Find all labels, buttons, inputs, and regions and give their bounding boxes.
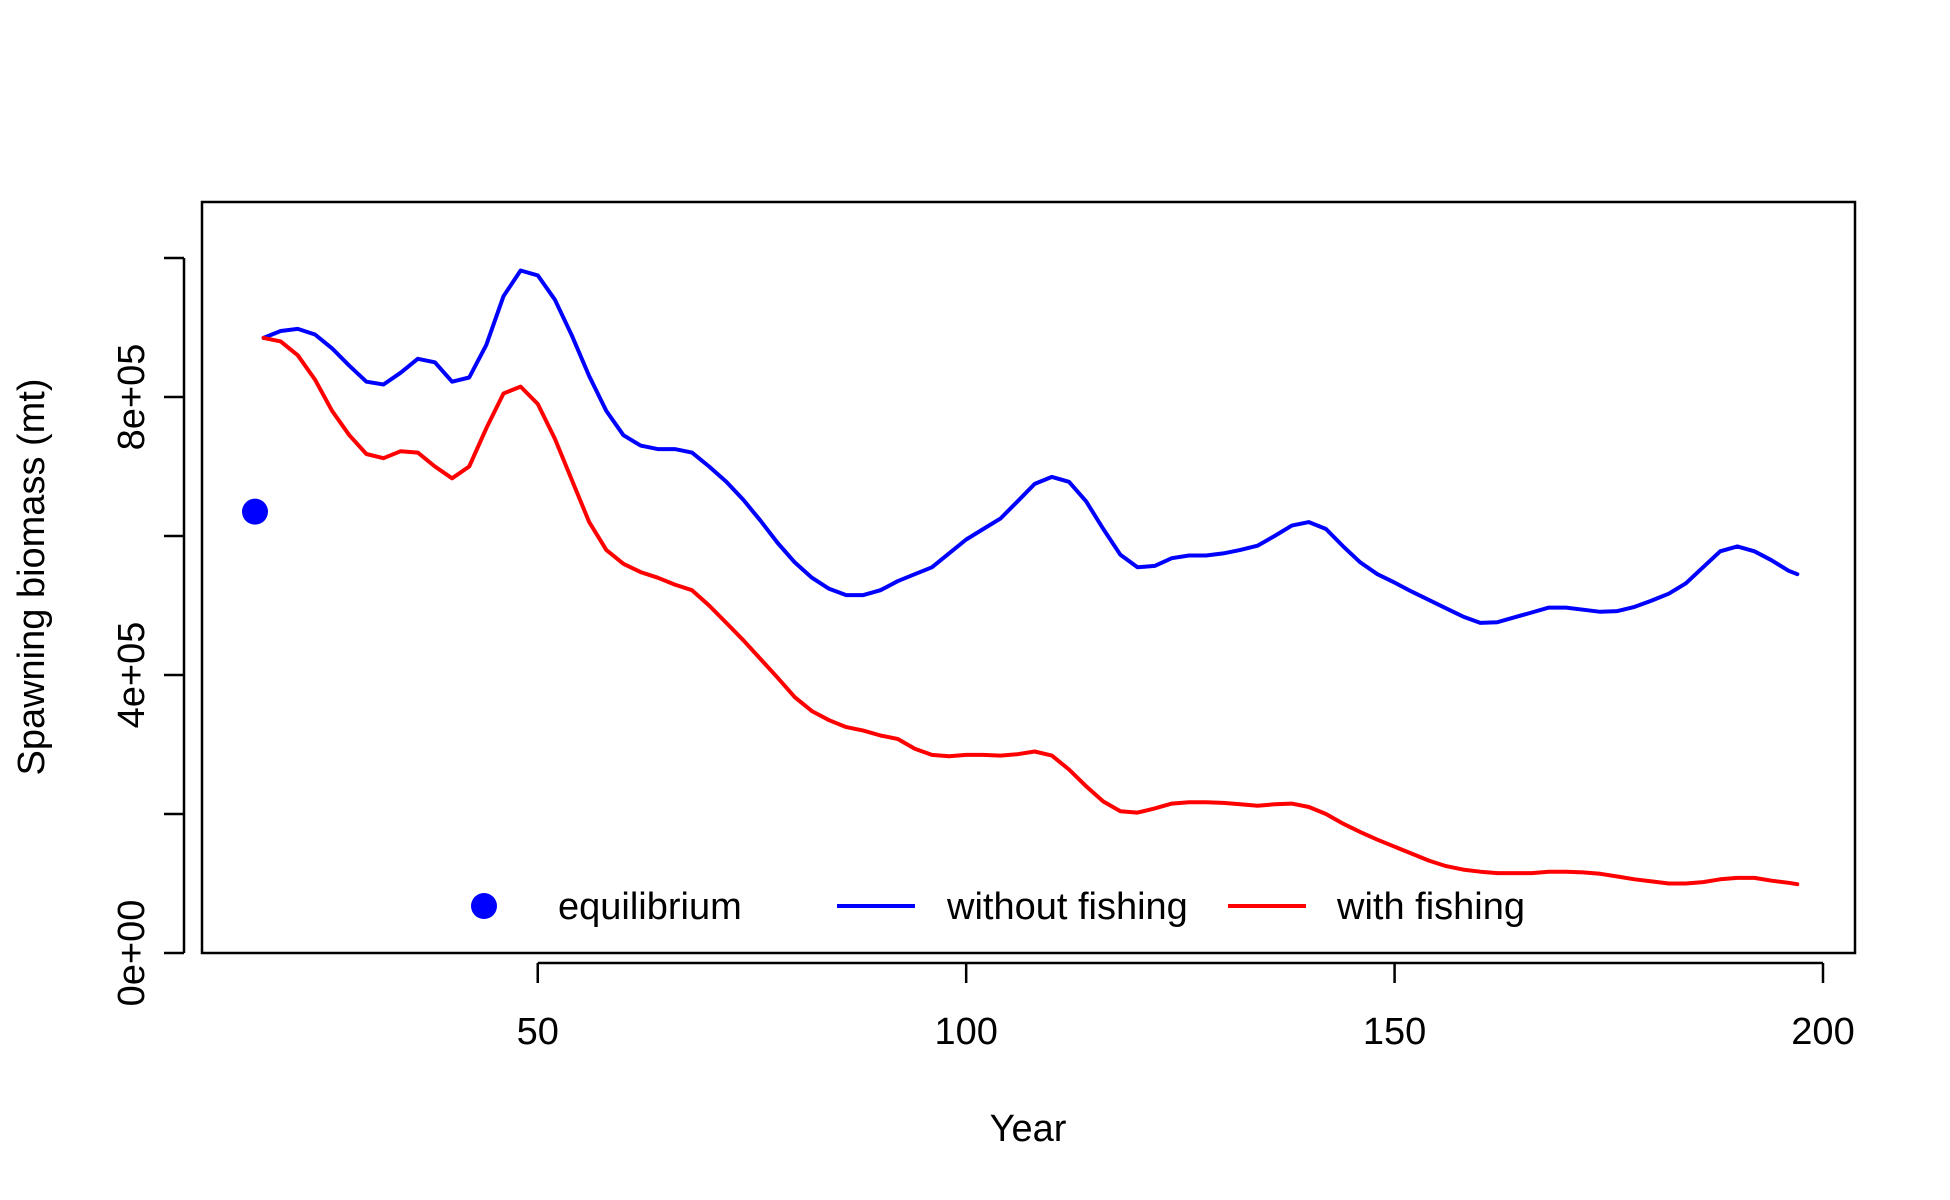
y-tick-label: 0e+00	[111, 900, 153, 1007]
y-axis-title: Spawning biomass (mt)	[11, 378, 53, 775]
y-tick-label: 8e+05	[111, 344, 153, 451]
x-tick-label: 100	[934, 1011, 997, 1053]
x-tick-label: 150	[1363, 1011, 1426, 1053]
legend-label-with-fishing: with fishing	[1336, 886, 1525, 928]
y-tick-label: 4e+05	[111, 622, 153, 729]
legend-label-without-fishing: without fishing	[946, 886, 1188, 928]
y-axis: 0e+00 4e+05 8e+05	[111, 256, 186, 1007]
series-line-without-fishing	[261, 268, 1800, 625]
x-axis-title: Year	[990, 1108, 1067, 1150]
equilibrium-point	[242, 498, 268, 525]
series-layer	[242, 268, 1800, 887]
legend-label-equilibrium: equilibrium	[558, 886, 742, 928]
legend: equilibrium without fishing with fishing	[471, 886, 1525, 928]
legend-symbol-equilibrium	[471, 893, 497, 919]
series-line-with-fishing	[261, 335, 1800, 887]
plot-frame	[200, 200, 1857, 955]
x-tick-label: 200	[1791, 1011, 1854, 1053]
x-axis: 50 100 150 200	[517, 961, 1855, 1053]
x-tick-label: 50	[517, 1011, 559, 1053]
